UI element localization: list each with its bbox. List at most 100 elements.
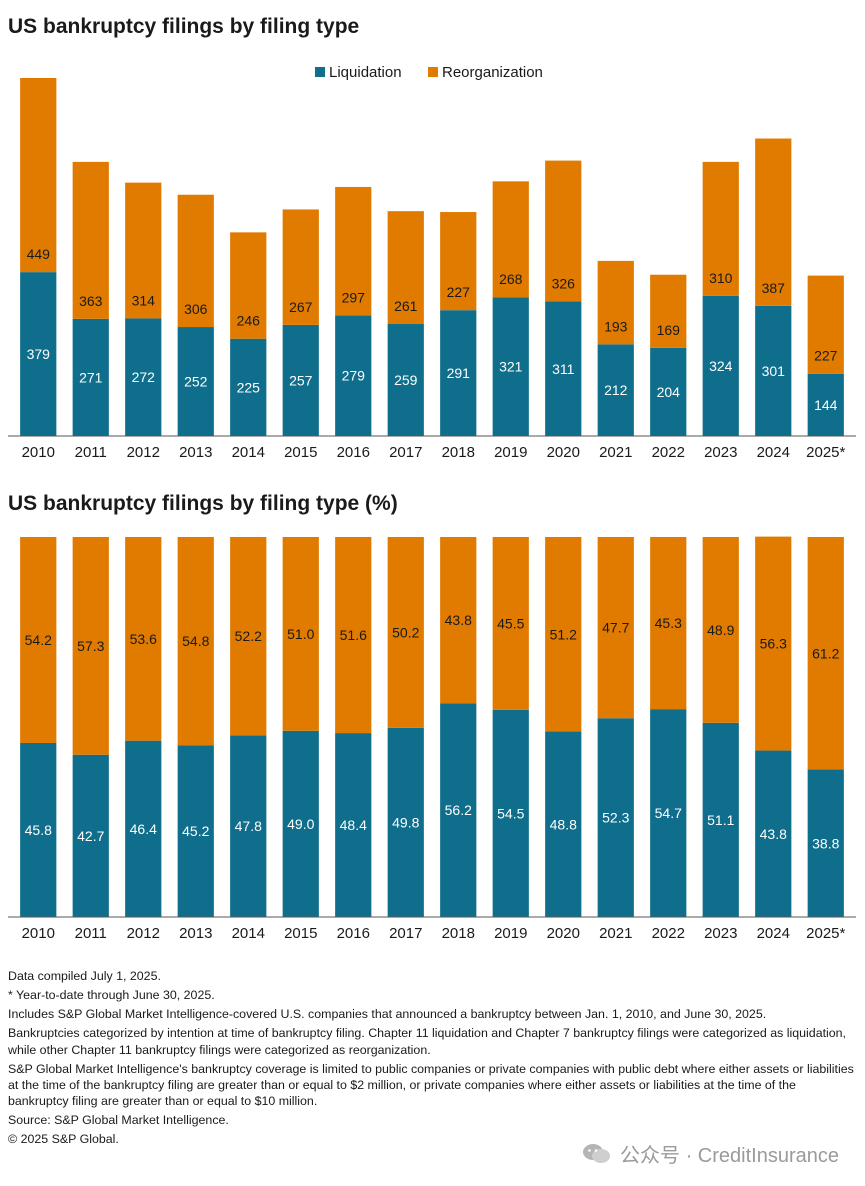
bar-liquidation-2022	[650, 347, 687, 436]
x-tick-label-2018: 2018	[442, 444, 475, 461]
data-label-liquidation-2020: 311	[552, 361, 575, 377]
data-label-liquidation-2023: 51.1	[707, 812, 734, 828]
bar-liquidation-2019	[492, 709, 529, 917]
bar-liquidation-2025*	[807, 373, 844, 436]
data-label-reorganization-2014: 246	[237, 313, 261, 329]
bar-reorganization-2021	[597, 260, 634, 345]
bar-liquidation-2023	[702, 722, 739, 917]
bar-chart-filings-percent: 45.8 54.2 2010 42.7 57.3 2011 46.4 53.6 2012 45.2…	[8, 536, 856, 942]
x-tick-label-2024: 2024	[757, 925, 790, 942]
x-tick-label-2021: 2021	[599, 444, 632, 461]
bar-chart-filings-count: 379 449 2010 271 363 2011 272 314 2012 252 306 2013…	[8, 64, 856, 461]
chart-title: US bankruptcy filings by filing type	[8, 15, 360, 38]
bar-reorganization-2011	[72, 537, 109, 755]
bar-liquidation-2017	[387, 324, 424, 436]
bar-liquidation-2024	[755, 305, 792, 436]
x-tick-label-2022: 2022	[652, 925, 685, 942]
note-ytd: * Year-to-date through June 30, 2025.	[8, 988, 215, 1003]
data-label-liquidation-2017: 259	[394, 372, 418, 388]
bar-liquidation-2024	[755, 750, 792, 917]
bar-liquidation-2020	[545, 731, 582, 917]
data-label-reorganization-2019: 45.5	[497, 615, 524, 631]
bar-liquidation-2016	[335, 733, 372, 917]
bar-liquidation-2015	[282, 730, 319, 917]
bar-reorganization-2011	[72, 161, 109, 319]
bar-liquidation-2020	[545, 301, 582, 436]
bar-liquidation-2016	[335, 315, 372, 436]
data-label-reorganization-2019: 268	[499, 271, 523, 287]
data-label-liquidation-2013: 252	[184, 374, 208, 390]
bar-liquidation-2012	[125, 318, 162, 436]
bar-liquidation-2013	[177, 327, 214, 436]
data-label-reorganization-2020: 51.2	[550, 626, 577, 642]
bar-reorganization-2021	[597, 537, 634, 719]
bar-liquidation-2013	[177, 745, 214, 917]
bar-reorganization-2015	[282, 537, 319, 731]
data-label-liquidation-2010: 45.8	[25, 822, 52, 838]
data-label-reorganization-2024: 387	[762, 280, 786, 296]
x-tick-label-2019: 2019	[494, 925, 527, 942]
data-label-reorganization-2017: 261	[394, 298, 418, 314]
data-label-liquidation-2015: 49.0	[287, 816, 314, 832]
data-label-reorganization-2011: 363	[79, 293, 103, 309]
x-tick-label-2017: 2017	[389, 925, 422, 942]
bar-reorganization-2015	[282, 209, 319, 325]
data-label-liquidation-2020: 48.8	[550, 816, 577, 832]
watermark-text: 公众号 · CreditInsurance	[620, 1145, 839, 1167]
data-label-liquidation-2024: 43.8	[760, 826, 787, 842]
data-label-reorganization-2023: 310	[709, 270, 733, 286]
bar-reorganization-2017	[387, 537, 424, 728]
data-label-liquidation-2025*: 144	[814, 397, 838, 413]
data-label-reorganization-2022: 169	[657, 322, 681, 338]
x-tick-label-2012: 2012	[127, 444, 160, 461]
x-tick-label-2014: 2014	[232, 925, 265, 942]
bar-reorganization-2020	[545, 160, 582, 302]
data-label-liquidation-2025*: 38.8	[812, 835, 839, 851]
bar-liquidation-2022	[650, 709, 687, 917]
bar-reorganization-2022	[650, 274, 687, 348]
legend-label-liquidation: Liquidation	[329, 64, 402, 81]
legend-label-reorganization: Reorganization	[442, 64, 543, 81]
x-tick-label-2014: 2014	[232, 444, 265, 461]
bar-reorganization-2023	[702, 537, 739, 723]
bar-reorganization-2024	[755, 536, 792, 751]
x-tick-label-2022: 2022	[652, 444, 685, 461]
data-label-reorganization-2012: 314	[132, 292, 156, 308]
bar-reorganization-2013	[177, 537, 214, 746]
data-label-reorganization-2025*: 227	[814, 348, 838, 364]
note-compiled: Data compiled July 1, 2025.	[8, 969, 161, 983]
bar-reorganization-2016	[335, 186, 372, 316]
bar-liquidation-2019	[492, 297, 529, 436]
data-label-reorganization-2020: 326	[552, 276, 576, 292]
data-label-reorganization-2018: 227	[447, 284, 471, 300]
note-categorization: Bankruptcies categorized by intention at…	[8, 1026, 847, 1057]
x-tick-label-2013: 2013	[179, 444, 212, 461]
data-label-liquidation-2016: 279	[342, 368, 366, 384]
bar-reorganization-2025*	[807, 275, 844, 374]
bar-reorganization-2013	[177, 194, 214, 328]
x-tick-label-2025*: 2025*	[806, 444, 845, 461]
x-tick-label-2025*: 2025*	[806, 925, 845, 942]
x-tick-label-2016: 2016	[337, 925, 370, 942]
data-label-liquidation-2010: 379	[27, 346, 51, 362]
data-label-liquidation-2011: 42.7	[77, 828, 104, 844]
x-tick-label-2019: 2019	[494, 444, 527, 461]
bar-liquidation-2023	[702, 295, 739, 436]
watermark: 公众号 · CreditInsurance	[582, 1139, 839, 1168]
bar-liquidation-2014	[230, 338, 267, 436]
chart-title-percent: US bankruptcy filings by filing type (%)	[8, 492, 398, 515]
legend-swatch-liquidation	[315, 67, 325, 77]
bar-liquidation-2021	[597, 344, 634, 436]
bar-reorganization-2019	[492, 181, 529, 298]
data-label-reorganization-2012: 53.6	[130, 631, 157, 647]
bar-liquidation-2010	[20, 742, 57, 917]
bar-liquidation-2014	[230, 735, 267, 917]
data-label-liquidation-2017: 49.8	[392, 814, 419, 830]
bar-liquidation-2018	[440, 310, 477, 436]
chart-notes: Data compiled July 1, 2025. * Year-to-da…	[8, 968, 858, 1150]
bar-reorganization-2012	[125, 537, 162, 741]
bar-liquidation-2025*	[807, 769, 844, 917]
bar-liquidation-2017	[387, 727, 424, 917]
data-label-reorganization-2022: 45.3	[655, 615, 682, 631]
data-label-reorganization-2010: 54.2	[25, 632, 52, 648]
